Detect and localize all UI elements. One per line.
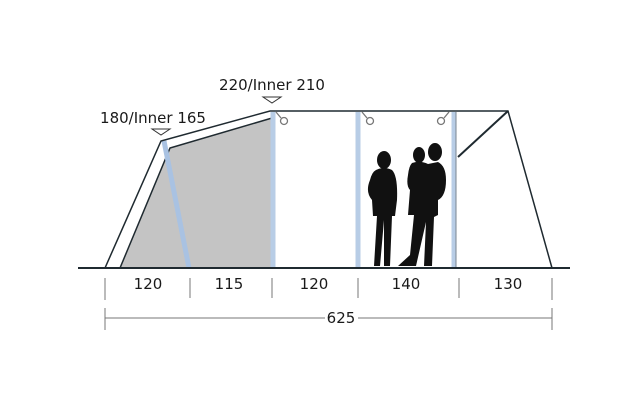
section-2-length: 115 xyxy=(215,275,244,293)
hook-icon xyxy=(275,111,450,126)
front-pole xyxy=(161,140,192,269)
section-4-length: 140 xyxy=(392,275,421,293)
section-5-length: 130 xyxy=(494,275,523,293)
dimension-ticks xyxy=(104,278,553,330)
peak-height-marker-icon xyxy=(261,96,283,104)
peak-height-label: 220/Inner 210 xyxy=(219,76,325,94)
tent-outline xyxy=(104,110,553,269)
section-1-length: 120 xyxy=(134,275,163,293)
section-3-length: 120 xyxy=(300,275,329,293)
total-length: 625 xyxy=(327,309,356,327)
awning-strut xyxy=(457,110,509,158)
people-silhouette xyxy=(367,143,446,266)
front-height-label: 180/Inner 165 xyxy=(100,109,206,127)
inner-tent xyxy=(118,116,273,269)
front-height-marker-icon xyxy=(150,128,172,136)
